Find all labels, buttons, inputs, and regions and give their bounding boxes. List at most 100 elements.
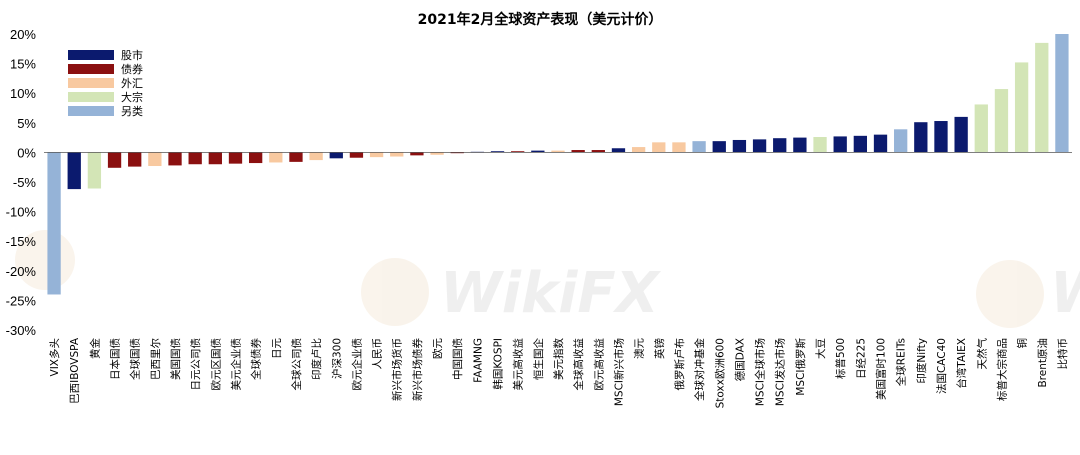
- bar: [914, 122, 928, 153]
- bar: [1035, 42, 1049, 153]
- bar: [531, 150, 545, 153]
- bar: [410, 152, 424, 156]
- bar: [87, 152, 102, 189]
- bar: [551, 150, 565, 153]
- legend-label: 股市: [121, 48, 143, 62]
- category-label: 日元: [271, 338, 283, 359]
- watermark-text-1: WikiFX: [440, 261, 662, 326]
- category-label: 印度Nifty: [915, 338, 928, 384]
- legend-label: 另类: [121, 104, 143, 118]
- bar: [1055, 34, 1069, 153]
- bar: [228, 152, 243, 164]
- category-label: 标普500: [834, 338, 847, 379]
- category-label: 全球对冲基金: [693, 338, 706, 401]
- category-label: 天然气: [975, 338, 988, 370]
- bar: [1014, 62, 1029, 153]
- bar: [954, 116, 968, 153]
- y-axis-tick-labels: 20% 15% 10% 5% 0% -5% -10% -15% -20% -25% -30%: [6, 27, 37, 338]
- bar: [631, 147, 646, 153]
- bar: [793, 137, 807, 153]
- y-tick-label: 5%: [17, 116, 36, 131]
- x-axis-category-labels: VIX多头 巴西IBOVSPA 黄金 日本国债 全球国债 巴西里尔 美国国债 日元公司债 欧元区…: [48, 337, 1069, 408]
- bar: [611, 148, 626, 153]
- category-label: 俄罗斯卢布: [673, 338, 686, 391]
- category-label: 中国国债: [451, 338, 464, 380]
- category-label: 美元高收益: [512, 338, 525, 391]
- category-label: Stoxx欧洲600: [714, 338, 726, 408]
- bar: [773, 138, 787, 153]
- category-label: FAAMNG: [472, 338, 484, 383]
- bar: [591, 150, 605, 153]
- bar: [430, 152, 444, 155]
- category-label: 铜: [1017, 338, 1029, 349]
- bar: [873, 134, 888, 153]
- category-label: 美元企业债: [229, 338, 242, 391]
- watermark: WikiFX WikiFX: [15, 230, 1080, 328]
- category-label: 巴西IBOVSPA: [69, 337, 81, 404]
- bar: [571, 150, 585, 153]
- category-label: 巴西里尔: [149, 338, 162, 380]
- y-tick-label: -10%: [6, 205, 37, 220]
- category-label: 美国富时100: [875, 338, 888, 400]
- bar: [894, 129, 908, 153]
- bar: [652, 142, 666, 153]
- bar: [107, 152, 122, 168]
- y-tick-label: -25%: [6, 293, 37, 308]
- category-label: 澳元: [633, 338, 646, 359]
- category-label: 日元公司债: [189, 338, 202, 391]
- chart-title: 2021年2月全球资产表现（美元计价）: [418, 11, 663, 28]
- legend-swatch: [68, 92, 114, 102]
- category-label: 美元指数: [552, 338, 565, 380]
- legend-swatch: [68, 64, 114, 74]
- category-label: 德国DAX: [733, 338, 746, 381]
- category-label: MSCI发达市场: [774, 338, 787, 406]
- legend-swatch: [68, 78, 114, 88]
- category-label: 全球REITs: [895, 338, 908, 386]
- y-tick-label: 10%: [10, 86, 36, 101]
- bar: [672, 142, 686, 153]
- bar: [994, 89, 1009, 153]
- bar: [490, 151, 505, 153]
- category-label: 新兴市场债券: [411, 338, 424, 401]
- y-tick-label: -5%: [13, 175, 37, 190]
- category-label: MSCI新兴市场: [612, 338, 625, 406]
- bar: [833, 136, 847, 153]
- legend-swatch: [68, 50, 114, 60]
- category-label: 大豆: [814, 338, 827, 359]
- category-label: MSCI俄罗斯: [794, 338, 807, 396]
- category-label: 恒生国企: [532, 338, 545, 380]
- bar: [248, 152, 263, 164]
- category-label: 美国国债: [169, 338, 182, 380]
- y-tick-label: 20%: [10, 27, 36, 42]
- bar: [208, 152, 222, 165]
- y-tick-label: 15%: [10, 57, 36, 72]
- y-tick-label: -30%: [6, 323, 37, 338]
- category-label: 欧元企业债: [350, 338, 363, 391]
- category-label: 欧元高收益: [592, 338, 605, 391]
- category-label: 韩国KOSPI: [492, 338, 505, 390]
- category-label: 全球高收益: [572, 338, 585, 391]
- category-label: 日本国债: [109, 338, 122, 380]
- bar: [692, 141, 706, 153]
- category-label: 黄金: [88, 338, 101, 359]
- category-label: 法国CAC40: [935, 338, 948, 394]
- category-label: 沪深300: [330, 338, 343, 379]
- bar: [67, 152, 81, 190]
- bar: [47, 152, 61, 295]
- bar: [168, 152, 182, 166]
- bars: [47, 34, 1069, 295]
- category-label: 欧元区国债: [209, 338, 222, 391]
- legend-swatch: [68, 106, 114, 116]
- category-label: 日经225: [854, 338, 867, 379]
- legend-label: 大宗: [121, 90, 143, 104]
- category-label: Brent原油: [1036, 338, 1049, 388]
- category-label: 印度卢比: [310, 338, 323, 380]
- category-label: 比特币: [1056, 338, 1069, 370]
- legend-label: 债券: [121, 62, 143, 76]
- category-label: 人民币: [372, 338, 384, 370]
- category-label: MSCI全球市场: [754, 338, 767, 406]
- legend-label: 外汇: [121, 77, 143, 90]
- category-label: 台湾TAIEX: [955, 338, 968, 389]
